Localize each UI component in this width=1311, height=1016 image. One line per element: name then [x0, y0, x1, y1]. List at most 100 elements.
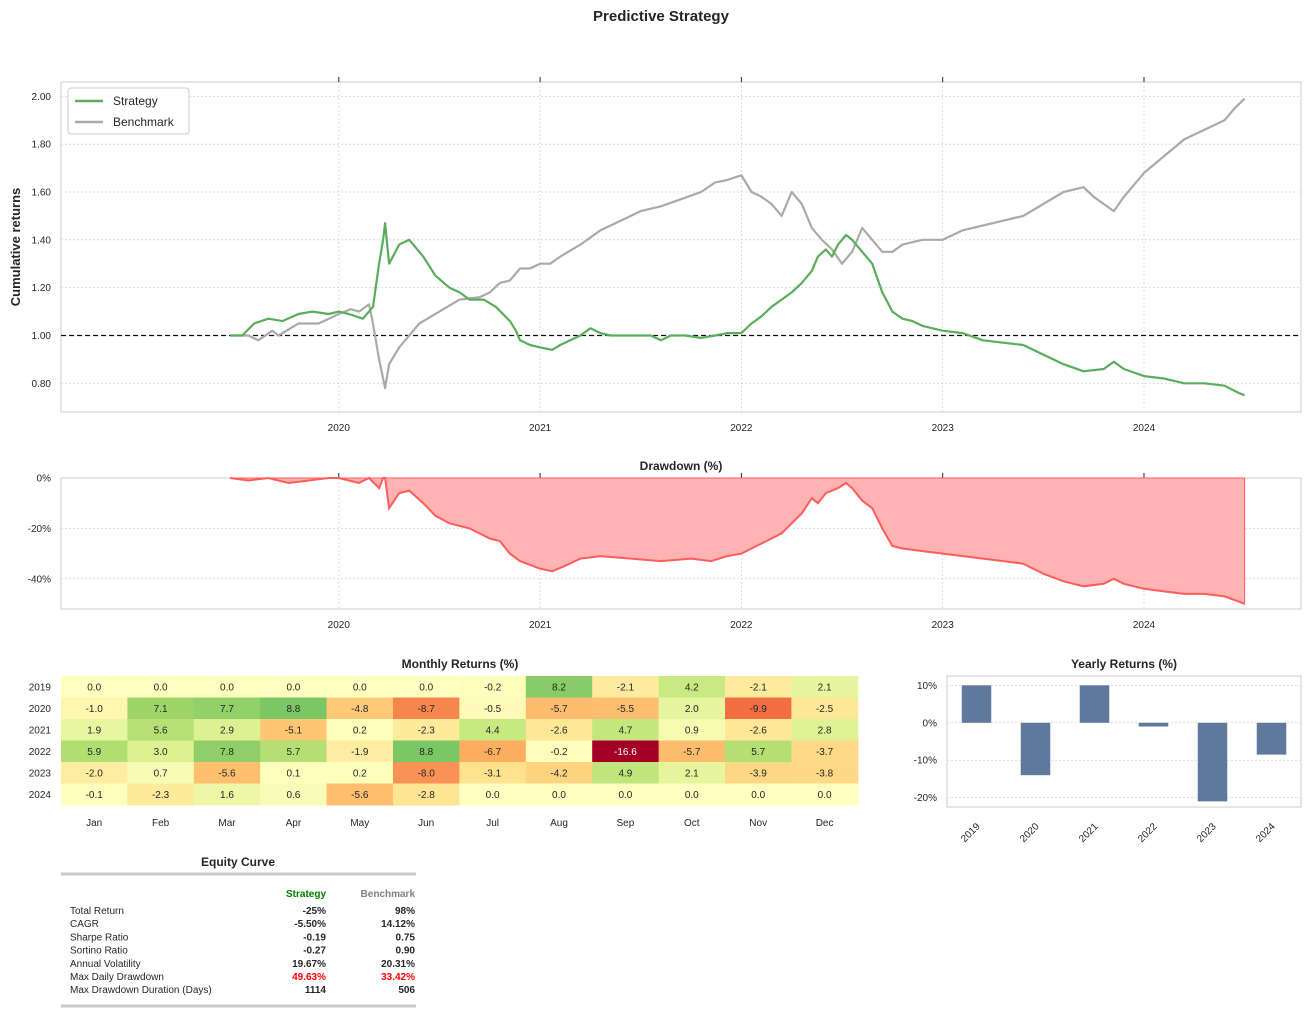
- heatmap-column-label: Sep: [617, 818, 635, 829]
- cumulative-xtick-label: 2020: [328, 423, 351, 434]
- heatmap-cell-value: -3.7: [816, 747, 834, 758]
- yearly-returns-panel: Yearly Returns (%) 10% 0% -10% -20% 2019 202…: [914, 657, 1302, 845]
- heatmap-cell-value: 0.2: [353, 725, 367, 736]
- heatmap-cell-value: -0.5: [484, 704, 502, 715]
- heatmap-cell: [725, 697, 792, 720]
- heatmap-cell-value: 0.6: [286, 790, 300, 801]
- heatmap-cell: [658, 676, 726, 698]
- heatmap-cell-value: -2.8: [418, 790, 436, 801]
- heatmap-cell-value: 1.6: [220, 790, 234, 801]
- drawdown-ytick-label: 0%: [37, 474, 52, 485]
- table-row-benchmark-value: 20.31%: [381, 959, 415, 970]
- yearly-bar: [1079, 685, 1110, 723]
- heatmap-cell: [127, 676, 195, 698]
- heatmap-cell-value: -2.3: [418, 725, 436, 736]
- heatmap-cell: [725, 762, 792, 784]
- heatmap-cell-value: -9.9: [750, 704, 768, 715]
- heatmap-cell: [260, 676, 328, 698]
- drawdown-xtick-label: 2023: [932, 620, 955, 631]
- cumulative-ytick-label: 1.40: [32, 235, 52, 246]
- heatmap-cell: [592, 719, 660, 741]
- heatmap-cell-value: 0.0: [286, 682, 300, 693]
- heatmap-cell-value: 3.0: [154, 747, 168, 758]
- drawdown-title: Drawdown (%): [640, 459, 723, 473]
- cumulative-xtick-label: 2021: [529, 423, 552, 434]
- yearly-category-label: 2023: [1195, 821, 1219, 845]
- drawdown-ytick-label: -20%: [28, 524, 51, 535]
- heatmap-cell-value: 0.0: [220, 682, 234, 693]
- yearly-category-label: 2019: [959, 821, 983, 845]
- heatmap-cell-value: -2.6: [550, 725, 568, 736]
- heatmap-cell: [592, 783, 660, 806]
- heatmap-cell-value: 4.4: [486, 725, 500, 736]
- yearly-category-label: 2022: [1136, 821, 1160, 845]
- heatmap-cell: [459, 719, 527, 741]
- heatmap-column-label: Jun: [418, 818, 434, 829]
- table-row-benchmark-value: 98%: [395, 906, 415, 917]
- heatmap-cell: [725, 783, 792, 806]
- yearly-category-label: 2024: [1254, 821, 1278, 845]
- heatmap-cell-value: -1.0: [86, 704, 104, 715]
- heatmap-cell-value: -4.2: [550, 768, 568, 779]
- yearly-axes-frame: [946, 675, 1302, 808]
- heatmap-row-label: 2020: [29, 704, 52, 715]
- heatmap-cell: [525, 740, 593, 763]
- heatmap-cell-value: 0.0: [751, 790, 765, 801]
- yearly-category-label: 2020: [1018, 821, 1042, 845]
- heatmap-cell: [725, 719, 792, 741]
- heatmap-cell-value: 2.1: [685, 768, 699, 779]
- cumulative-y-label: Cumulative returns: [8, 188, 23, 306]
- heatmap-cell-value: -4.8: [351, 704, 369, 715]
- heatmap-cell: [592, 762, 660, 784]
- heatmap-cell-value: 2.8: [818, 725, 832, 736]
- heatmap-cell: [193, 719, 261, 741]
- heatmap-cell-value: -0.2: [550, 747, 568, 758]
- heatmap-cell: [393, 697, 460, 720]
- heatmap-column-label: Feb: [152, 818, 170, 829]
- heatmap-cell: [260, 783, 328, 806]
- heatmap-cell: [326, 676, 394, 698]
- heatmap-cell-value: -2.1: [617, 682, 635, 693]
- heatmap-cell: [193, 783, 261, 806]
- heatmap-column-label: Aug: [550, 818, 568, 829]
- heatmap-cell-value: -2.3: [152, 790, 170, 801]
- heatmap-cell: [459, 697, 527, 720]
- heatmap-cell: [725, 740, 792, 763]
- table-row-strategy-value: 19.67%: [292, 959, 326, 970]
- monthly-returns-title: Monthly Returns (%): [402, 657, 519, 671]
- heatmap-row-label: 2023: [29, 768, 52, 779]
- heatmap-row-label: 2024: [29, 790, 52, 801]
- legend-benchmark-label: Benchmark: [113, 115, 175, 129]
- cumulative-ytick-label: 1.20: [32, 283, 52, 294]
- heatmap-cell: [658, 740, 726, 763]
- cumulative-returns-panel: 0.80 1.00 1.20 1.40 1.60 1.80 2.00 2020 2021 2022…: [8, 77, 1302, 434]
- heatmap-cell-value: 7.7: [220, 704, 234, 715]
- heatmap-cell-value: 0.0: [552, 790, 566, 801]
- cumulative-xtick-label: 2023: [932, 423, 955, 434]
- heatmap-cell-value: 8.2: [552, 682, 566, 693]
- heatmap-cell-value: 0.0: [685, 790, 699, 801]
- heatmap-cell: [193, 697, 261, 720]
- heatmap-cell: [127, 783, 195, 806]
- cumulative-ytick-label: 2.00: [32, 92, 52, 103]
- table-row-label: Sharpe Ratio: [70, 932, 129, 943]
- yearly-returns-title: Yearly Returns (%): [1071, 657, 1177, 671]
- heatmap-column-label: Mar: [218, 818, 236, 829]
- heatmap-cell: [61, 762, 128, 784]
- heatmap-cell-value: 5.7: [286, 747, 300, 758]
- table-row-label: Max Drawdown Duration (Days): [70, 985, 212, 996]
- heatmap-cell: [260, 762, 328, 784]
- table-row-benchmark-value: 506: [398, 985, 415, 996]
- heatmap-cell: [61, 719, 128, 741]
- heatmap-cell-value: -5.6: [351, 790, 369, 801]
- heatmap-cell-value: -2.0: [86, 768, 104, 779]
- heatmap-cell-value: -0.1: [86, 790, 104, 801]
- heatmap-column-label: Dec: [816, 818, 834, 829]
- heatmap-cell: [791, 740, 859, 763]
- heatmap-cell: [193, 676, 261, 698]
- heatmap-cell-value: 0.0: [87, 682, 101, 693]
- cumulative-ytick-label: 0.80: [32, 379, 52, 390]
- heatmap-cell: [791, 783, 859, 806]
- heatmap-cell: [193, 762, 261, 784]
- drawdown-ticks: 0% -20% -40% 2020 2021 2022 2023 2024: [28, 473, 1156, 631]
